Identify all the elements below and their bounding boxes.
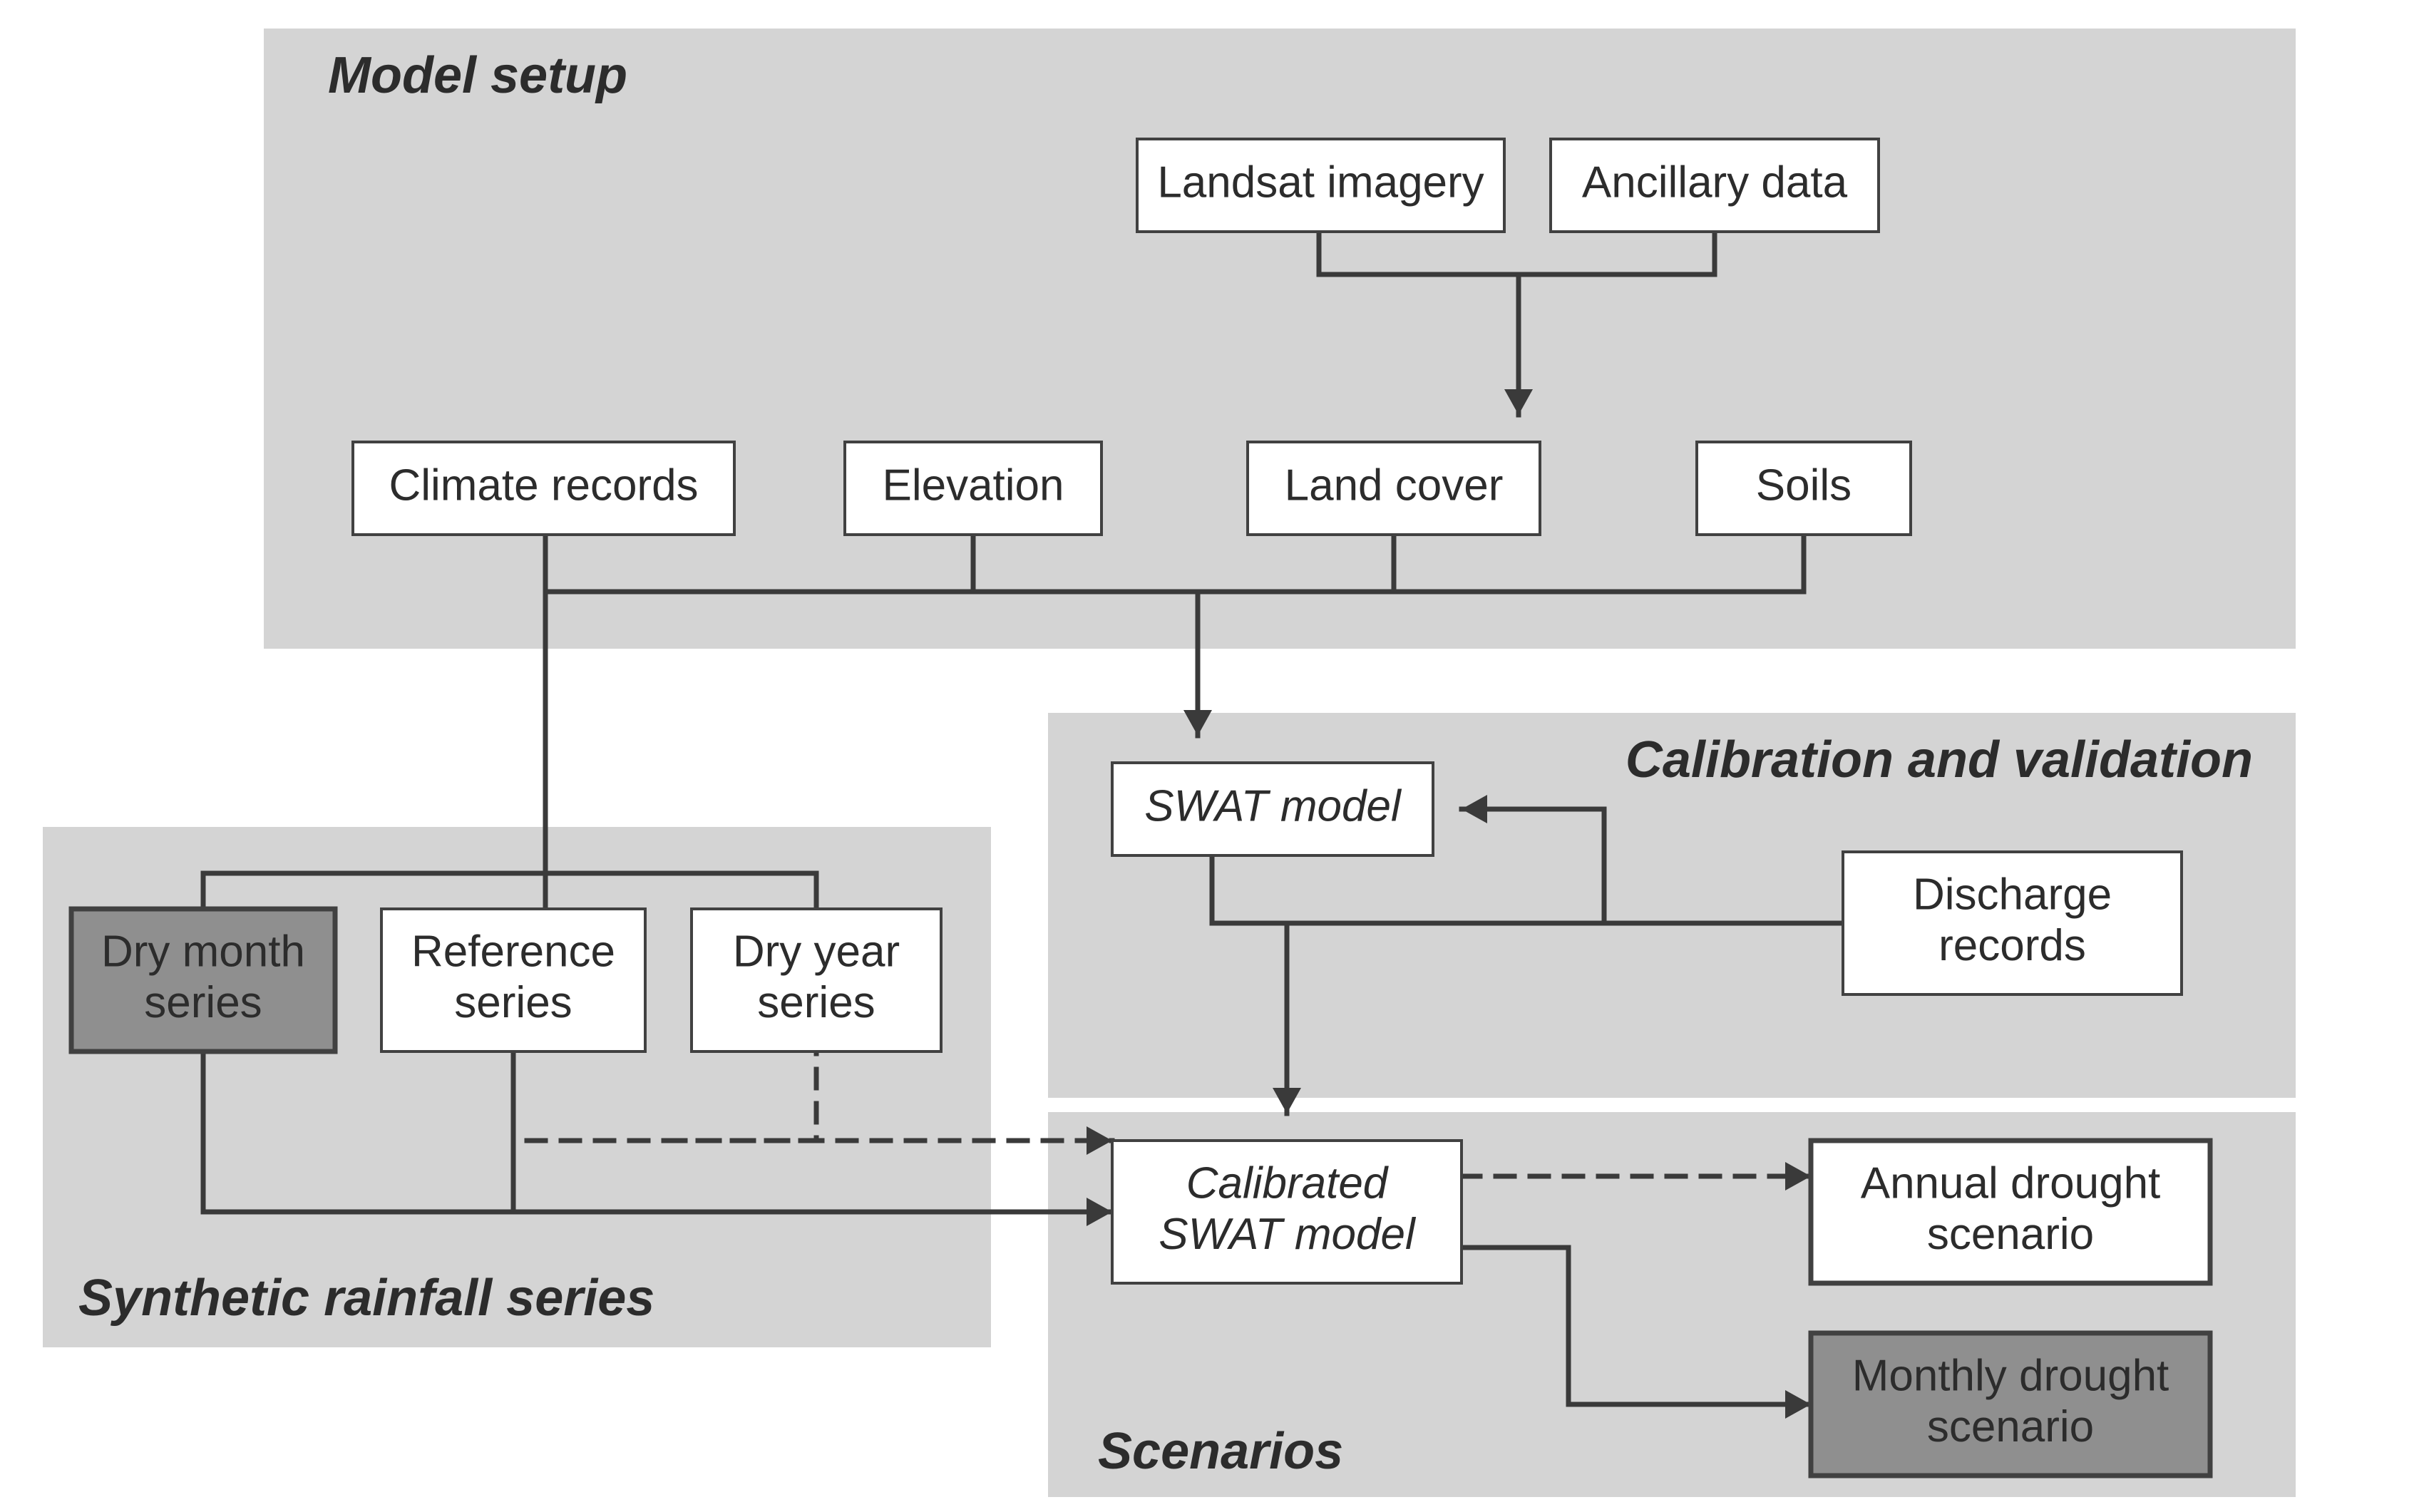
node-drymonth-label: Dry month: [101, 927, 305, 977]
node-soils-label: Soils: [1756, 461, 1852, 510]
node-calibrated-label: SWAT model: [1159, 1210, 1417, 1259]
region-title-model_setup: Model setup: [328, 47, 627, 104]
node-reference-label: series: [454, 978, 572, 1027]
region-title-synth_rain: Synthetic rainfall series: [78, 1270, 654, 1327]
node-ancillary-label: Ancillary data: [1582, 158, 1848, 207]
node-landcover-label: Land cover: [1285, 461, 1504, 510]
node-monthly-label: scenario: [1927, 1402, 2094, 1451]
node-reference-label: Reference: [411, 927, 615, 977]
node-swat-label: SWAT model: [1144, 781, 1402, 830]
node-drymonth-label: series: [144, 978, 262, 1027]
node-monthly-label: Monthly drought: [1852, 1352, 2169, 1401]
region-model_setup: [264, 29, 2296, 649]
node-annual-label: scenario: [1927, 1210, 2094, 1259]
node-dryyear-label: series: [757, 978, 875, 1027]
node-discharge-label: Discharge: [1913, 870, 2112, 920]
region-title-calib_valid: Calibration and validation: [1626, 731, 2253, 788]
node-elevation-label: Elevation: [882, 461, 1064, 510]
region-title-scenarios: Scenarios: [1098, 1423, 1343, 1480]
node-annual-label: Annual drought: [1861, 1159, 2161, 1208]
node-calibrated-label: Calibrated: [1186, 1159, 1390, 1208]
node-climate-label: Climate records: [389, 461, 698, 510]
node-landsat-label: Landsat imagery: [1157, 158, 1484, 207]
node-discharge-label: records: [1938, 921, 2086, 970]
node-dryyear-label: Dry year: [733, 927, 900, 977]
